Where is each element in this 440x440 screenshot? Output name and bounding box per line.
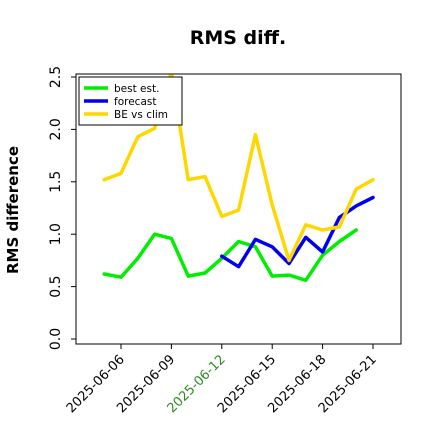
legend-label: best est. [114, 83, 159, 95]
y-tick-label: 0.0 [48, 328, 64, 350]
series-line-be-vs-clim [102, 74, 375, 263]
y-tick-label: 1.5 [48, 171, 64, 193]
plot-frame [75, 73, 402, 345]
y-tick-label: 1.0 [48, 223, 64, 245]
legend-label: BE vs clim [114, 109, 168, 121]
legend-label: forecast [114, 96, 156, 108]
y-axis-label: RMS difference [4, 146, 22, 274]
y-tick-label: 2.5 [48, 66, 64, 88]
data-series [102, 74, 375, 283]
x-ticks: 2025-06-062025-06-092025-06-122025-06-15… [64, 344, 380, 416]
y-tick-label: 2.0 [48, 118, 64, 140]
y-ticks: 0.0 0.5 1.0 1.5 2.0 2.5 [48, 66, 76, 350]
chart-title: RMS diff. [190, 27, 287, 49]
y-tick-label: 0.5 [48, 275, 64, 297]
series-line-best-est- [102, 228, 358, 283]
